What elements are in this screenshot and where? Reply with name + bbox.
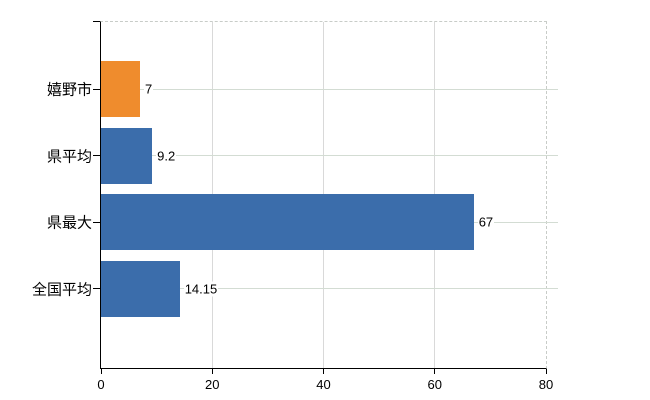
category-label: 県平均 xyxy=(46,148,92,165)
y-axis-tick xyxy=(93,288,100,289)
bar-value-label: 14.15 xyxy=(183,281,219,296)
bar-value-label: 7 xyxy=(143,81,154,97)
y-axis-tick xyxy=(93,221,100,223)
x-axis-tick xyxy=(545,369,547,374)
x-axis-tick xyxy=(434,369,436,374)
category-gridline xyxy=(101,155,558,156)
x-axis-tick-label: 60 xyxy=(427,377,442,392)
x-axis-tick xyxy=(323,369,324,374)
bar xyxy=(101,194,474,250)
plot-area: 7 9.2 67 14.15 0 20 40 60 80 xyxy=(93,21,558,392)
x-axis-tick xyxy=(211,369,213,374)
x-axis-tick-label: 20 xyxy=(205,377,220,392)
x-axis-tick xyxy=(100,369,102,374)
bar xyxy=(101,127,153,184)
x-axis-tick-label: 40 xyxy=(316,377,331,392)
bar-value-label: 9.2 xyxy=(156,148,177,163)
bar-value-label: 67 xyxy=(477,214,495,230)
y-axis-tick xyxy=(93,155,100,156)
y-axis-top-tick xyxy=(93,21,100,22)
y-axis-labels: 嬉野市県平均県最大全国平均 xyxy=(0,22,100,368)
category-gridline xyxy=(101,288,558,289)
bar xyxy=(101,61,140,117)
y-axis-tick xyxy=(93,88,100,90)
category-label: 県最大 xyxy=(46,214,92,232)
category-label: 全国平均 xyxy=(31,281,92,298)
x-axis-tick-label: 0 xyxy=(97,377,105,392)
category-label: 嬉野市 xyxy=(46,81,92,99)
bar xyxy=(101,260,180,317)
category-gridline xyxy=(101,88,558,90)
x-axis-tick-label: 80 xyxy=(538,377,554,392)
